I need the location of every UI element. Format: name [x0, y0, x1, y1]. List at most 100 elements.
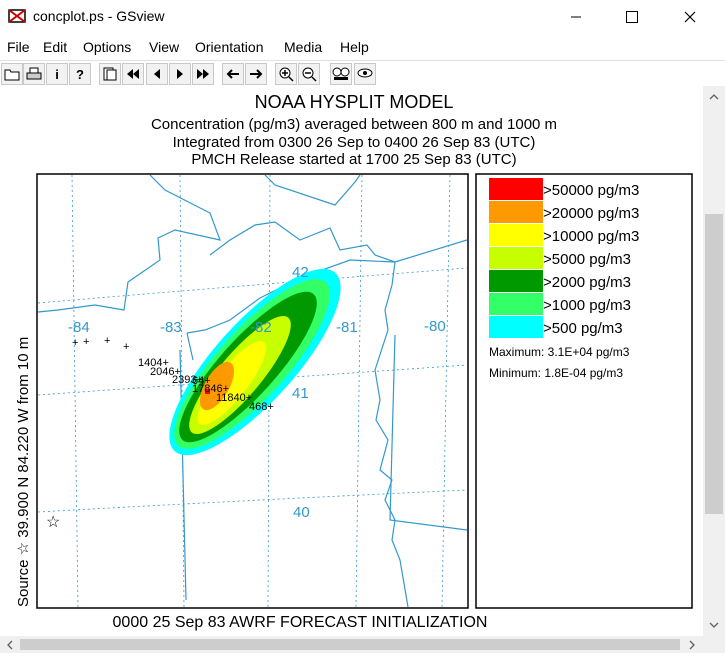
point-label: 1404+	[138, 357, 169, 369]
zoom-out-button[interactable]	[298, 63, 320, 85]
open-button[interactable]	[1, 63, 23, 85]
menu-file[interactable]: File	[7, 39, 30, 55]
horizontal-scrollbar[interactable]	[0, 636, 703, 653]
trajectory-marker: +	[123, 341, 129, 353]
zoom-out-icon	[302, 67, 317, 82]
point-label: 11840+	[216, 392, 252, 404]
vertical-scrollbar[interactable]	[703, 86, 725, 637]
maximum-value: Maximum: 3.1E+04 pg/m3	[489, 345, 630, 359]
menu-bar: File Edit Options View Orientation Media…	[0, 36, 725, 58]
menu-options[interactable]: Options	[83, 39, 132, 55]
plot-footer: 0000 25 Sep 83 AWRF FORECAST INITIALIZAT…	[113, 614, 488, 631]
previous-page-button[interactable]	[146, 63, 168, 85]
menu-edit[interactable]: Edit	[43, 39, 68, 55]
plot-subtitle-release: PMCH Release started at 1700 25 Sep 83 (…	[191, 151, 516, 168]
print-button[interactable]	[23, 63, 45, 85]
goto-page-icon	[103, 67, 117, 81]
trajectory-marker: +	[104, 335, 110, 347]
legend: >50000 pg/m3 >20000 pg/m3 >10000 pg/m3 >…	[489, 178, 639, 380]
legend-swatch	[489, 270, 543, 292]
longitude-label: -80	[424, 318, 446, 335]
grid-labels: -84 -83 -82 -81 -80 42 41 40	[68, 264, 446, 521]
minimize-icon	[571, 16, 581, 18]
trajectory-marker: +	[83, 336, 89, 348]
contour-50000	[205, 389, 210, 394]
legend-label: >5000 pg/m3	[543, 251, 631, 268]
map-content: + + + + 1404+ 2046+ 2393+ 64+ 17846+ 118…	[38, 175, 467, 607]
toolbar: i ?	[0, 60, 725, 87]
point-label: 64+	[192, 375, 211, 387]
first-page-icon	[127, 69, 139, 79]
latitude-label: 41	[292, 385, 309, 402]
longitude-label: -84	[68, 319, 90, 336]
longitude-label: -81	[336, 319, 358, 336]
legend-frame	[475, 173, 693, 609]
legend-swatch	[489, 247, 543, 269]
legend-label: >1000 pg/m3	[543, 297, 631, 314]
back-button[interactable]	[222, 63, 244, 85]
vertical-scrollbar-graphics	[705, 94, 723, 628]
gsview-app-icon[interactable]	[7, 6, 27, 26]
menu-media[interactable]: Media	[284, 39, 323, 55]
longitude-label: -82	[250, 319, 272, 336]
trajectory-marker: +	[72, 337, 78, 349]
last-page-icon	[197, 69, 209, 79]
latitude-label: 42	[292, 264, 309, 281]
close-icon	[684, 11, 696, 23]
plot-subtitle-integrated: Integrated from 0300 26 Sep to 0400 26 S…	[173, 134, 536, 151]
contour-20000	[199, 361, 235, 411]
zoom-in-icon	[279, 67, 294, 82]
scrollbar-corner	[703, 636, 725, 653]
maximize-button[interactable]	[609, 0, 655, 34]
last-page-button[interactable]	[192, 63, 214, 85]
forward-button[interactable]	[245, 63, 267, 85]
concentration-plume	[169, 268, 341, 456]
back-icon	[226, 69, 239, 79]
display-settings-icon	[357, 68, 373, 78]
legend-swatch	[489, 178, 543, 200]
previous-page-icon	[154, 69, 160, 79]
longitude-label: -83	[160, 319, 182, 336]
source-marker: ☆	[46, 514, 60, 531]
goto-page-button[interactable]	[99, 63, 121, 85]
legend-label: >500 pg/m3	[543, 320, 623, 337]
horizontal-scrollbar-graphics	[7, 639, 695, 650]
latitude-label: 40	[293, 504, 310, 521]
plot-subtitle-concentration: Concentration (pg/m3) averaged between 8…	[151, 116, 557, 133]
menu-orientation[interactable]: Orientation	[195, 39, 264, 55]
info-button[interactable]: i	[46, 63, 68, 85]
help-button[interactable]: ?	[69, 63, 91, 85]
plot-title: NOAA HYSPLIT MODEL	[255, 92, 454, 112]
legend-swatch	[489, 293, 543, 315]
plot-page: NOAA HYSPLIT MODEL Concentration (pg/m3)…	[15, 92, 693, 631]
next-page-icon	[177, 69, 183, 79]
legend-label: >2000 pg/m3	[543, 274, 631, 291]
first-page-button[interactable]	[122, 63, 144, 85]
window-title: concplot.ps - GSview	[33, 8, 165, 24]
legend-label: >20000 pg/m3	[543, 205, 639, 222]
close-button[interactable]	[667, 0, 713, 34]
document-view[interactable]: NOAA HYSPLIT MODEL Concentration (pg/m3)…	[0, 86, 703, 637]
trajectory-points: + + + + 1404+ 2046+ 2393+ 64+ 17846+ 118…	[72, 335, 274, 413]
horizontal-scroll-thumb[interactable]	[20, 639, 680, 650]
minimize-button[interactable]	[553, 0, 599, 34]
zoom-in-button[interactable]	[275, 63, 297, 85]
menu-view[interactable]: View	[149, 39, 180, 55]
point-label: 468+	[249, 401, 274, 413]
vertical-scroll-thumb[interactable]	[705, 214, 723, 514]
legend-swatch	[489, 224, 543, 246]
help-icon: ?	[76, 66, 84, 82]
legend-label: >50000 pg/m3	[543, 182, 639, 199]
next-page-button[interactable]	[169, 63, 191, 85]
legend-swatch	[489, 316, 543, 338]
point-label: 17846+	[192, 383, 229, 395]
display-settings-button[interactable]	[354, 63, 376, 85]
menu-help[interactable]: Help	[340, 39, 369, 55]
magnifier-button[interactable]	[330, 63, 352, 85]
title-bar: concplot.ps - GSview	[0, 0, 725, 34]
open-icon	[4, 69, 20, 81]
info-icon: i	[55, 66, 59, 82]
map-boundaries	[38, 175, 467, 607]
forward-icon	[250, 69, 263, 79]
minimum-value: Minimum: 1.8E-04 pg/m3	[489, 366, 623, 380]
